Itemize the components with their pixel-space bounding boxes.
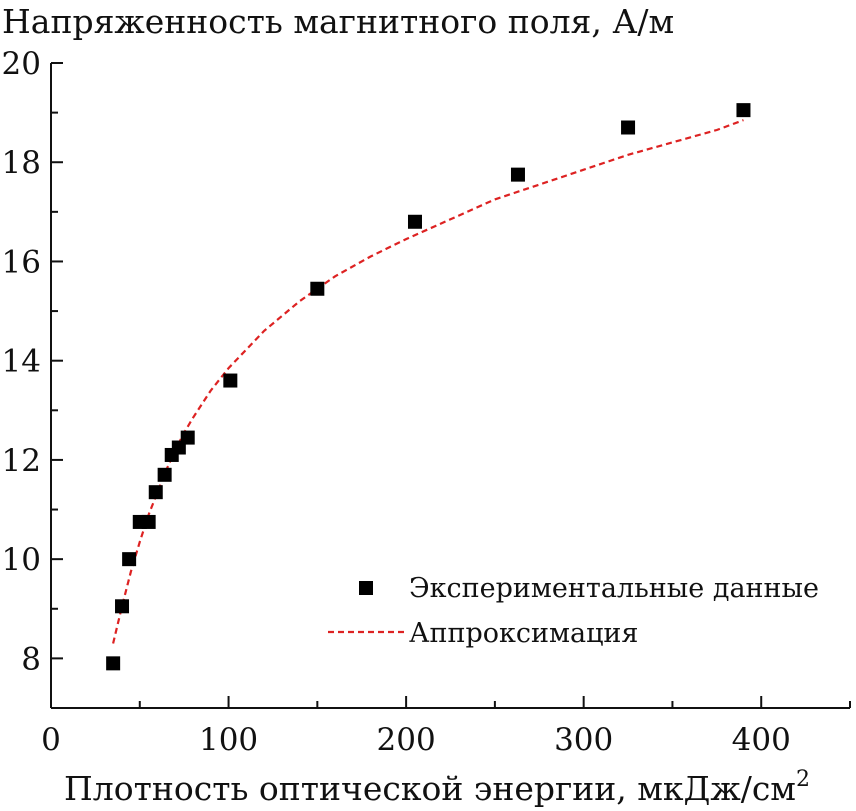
y-tick-label: 16 [2, 244, 41, 280]
data-points-layer [106, 103, 751, 671]
x-tick-label: 400 [732, 722, 791, 758]
data-point [115, 599, 130, 614]
data-point [148, 485, 163, 500]
y-tick-label: 8 [21, 641, 41, 677]
legend-marker-square [359, 581, 373, 595]
y-tick-label: 20 [2, 46, 41, 82]
x-tick-label: 100 [199, 722, 258, 758]
fit-curve [112, 119, 744, 644]
y-tick-label: 14 [2, 344, 41, 380]
data-point [510, 167, 525, 182]
x-axis-label-superscript: 2 [796, 767, 810, 792]
data-point [407, 214, 422, 229]
x-axis-label-text: Плотность оптической энергии, мкДж/см [64, 769, 796, 808]
y-tick-label: 12 [2, 443, 41, 479]
data-point [141, 514, 156, 529]
data-point [736, 103, 751, 118]
y-tick-label: 10 [2, 542, 41, 578]
data-point [157, 467, 172, 482]
x-tick-label: 300 [554, 722, 613, 758]
legend-label-fit: Аппроксимация [409, 618, 638, 649]
data-point [122, 552, 137, 567]
fit-curve-layer [112, 119, 744, 644]
data-point [106, 656, 121, 671]
data-point [621, 120, 636, 135]
y-axis-label: Напряженность магнитного поля, А/м [2, 2, 674, 41]
y-tick-label: 18 [2, 145, 41, 181]
axes: 0 100 200 300 400 8 10 12 14 16 18 20 [2, 46, 851, 758]
legend: Экспериментальные данные Аппроксимация [328, 573, 819, 649]
data-point [310, 281, 325, 296]
x-tick-label: 0 [41, 722, 61, 758]
legend-label-experimental: Экспериментальные данные [409, 573, 819, 604]
x-tick-label: 200 [377, 722, 436, 758]
data-point [180, 430, 195, 445]
x-axis-label: Плотность оптической энергии, мкДж/см2 [64, 767, 810, 808]
data-point [223, 373, 238, 388]
